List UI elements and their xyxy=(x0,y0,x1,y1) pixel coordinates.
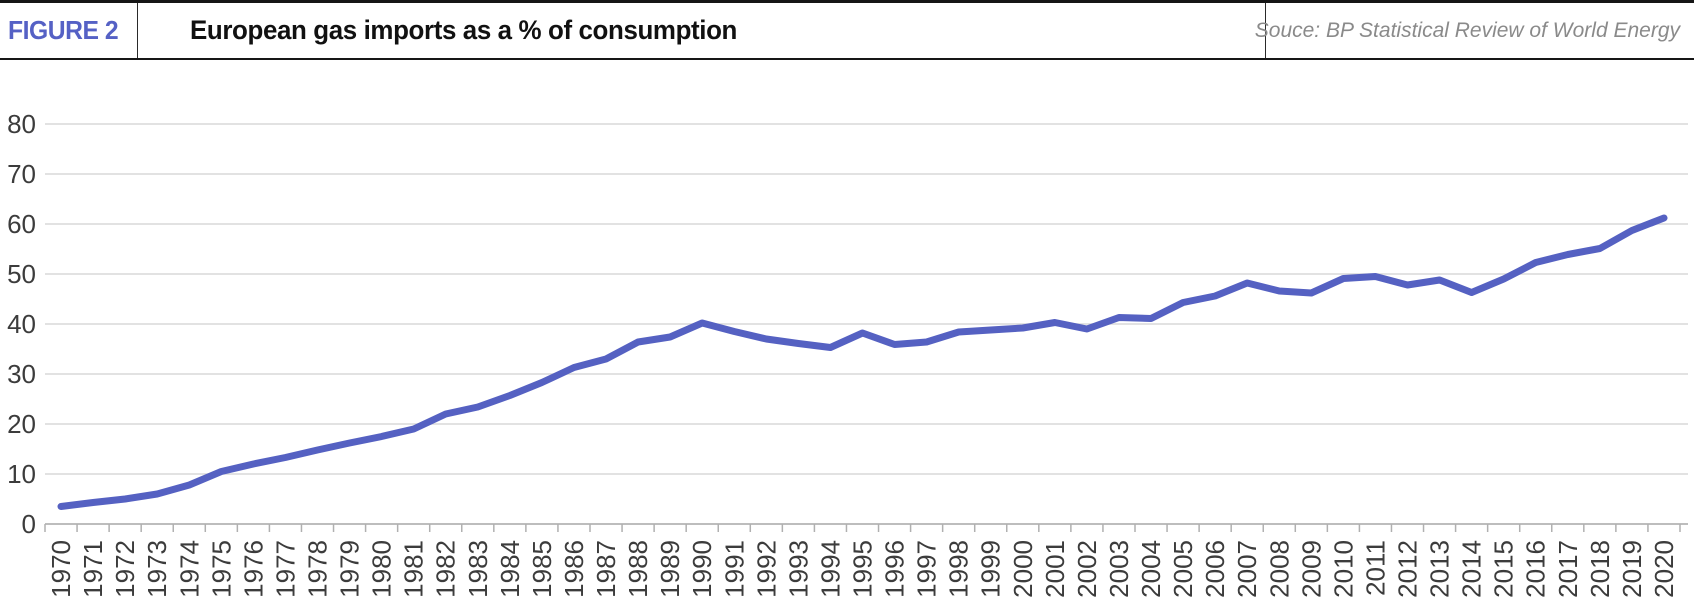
svg-text:1984: 1984 xyxy=(495,540,525,598)
svg-text:70: 70 xyxy=(7,159,36,189)
svg-text:1976: 1976 xyxy=(238,540,268,598)
svg-text:1978: 1978 xyxy=(303,540,333,598)
svg-text:2003: 2003 xyxy=(1104,540,1134,598)
svg-text:1992: 1992 xyxy=(751,540,781,598)
svg-text:1975: 1975 xyxy=(206,540,236,598)
svg-text:2013: 2013 xyxy=(1425,540,1455,598)
svg-text:1988: 1988 xyxy=(623,540,653,598)
svg-text:1981: 1981 xyxy=(399,540,429,598)
svg-text:2015: 2015 xyxy=(1489,540,1519,598)
svg-text:1971: 1971 xyxy=(78,540,108,598)
gridlines xyxy=(45,123,1688,475)
svg-text:30: 30 xyxy=(7,359,36,389)
svg-text:1996: 1996 xyxy=(880,540,910,598)
svg-text:1977: 1977 xyxy=(270,540,300,598)
svg-text:2001: 2001 xyxy=(1040,540,1070,598)
svg-text:1985: 1985 xyxy=(527,540,557,598)
svg-text:1995: 1995 xyxy=(848,540,878,598)
svg-text:2000: 2000 xyxy=(1008,540,1038,598)
svg-text:1994: 1994 xyxy=(815,540,845,598)
svg-text:1998: 1998 xyxy=(944,540,974,598)
header-divider-right xyxy=(1265,3,1266,58)
svg-text:2005: 2005 xyxy=(1168,540,1198,598)
svg-text:1972: 1972 xyxy=(110,540,140,598)
svg-text:2018: 2018 xyxy=(1585,540,1615,598)
figure-label: FIGURE 2 xyxy=(8,15,119,45)
figure-title-cell: European gas imports as a % of consumpti… xyxy=(138,3,1265,58)
svg-text:1982: 1982 xyxy=(431,540,461,598)
svg-text:1970: 1970 xyxy=(46,540,76,598)
svg-text:1989: 1989 xyxy=(655,540,685,598)
svg-text:1979: 1979 xyxy=(335,540,365,598)
svg-text:2010: 2010 xyxy=(1328,540,1358,598)
svg-text:1987: 1987 xyxy=(591,540,621,598)
svg-text:60: 60 xyxy=(7,209,36,239)
figure-label-cell: FIGURE 2 xyxy=(0,3,137,58)
svg-text:1980: 1980 xyxy=(367,540,397,598)
svg-text:40: 40 xyxy=(7,309,36,339)
svg-text:2004: 2004 xyxy=(1136,540,1166,598)
figure-source-cell: Souce: BP Statistical Review of World En… xyxy=(1255,3,1694,58)
svg-text:1991: 1991 xyxy=(719,540,749,598)
svg-text:1999: 1999 xyxy=(976,540,1006,598)
svg-text:2008: 2008 xyxy=(1264,540,1294,598)
svg-text:1990: 1990 xyxy=(687,540,717,598)
svg-text:2009: 2009 xyxy=(1296,540,1326,598)
svg-text:2019: 2019 xyxy=(1617,540,1647,598)
svg-text:2002: 2002 xyxy=(1072,540,1102,598)
figure-header: FIGURE 2 European gas imports as a % of … xyxy=(0,0,1694,60)
svg-text:80: 80 xyxy=(7,109,36,139)
svg-text:2007: 2007 xyxy=(1232,540,1262,598)
svg-text:2020: 2020 xyxy=(1649,540,1679,598)
svg-text:2017: 2017 xyxy=(1553,540,1583,598)
svg-text:50: 50 xyxy=(7,259,36,289)
svg-text:1986: 1986 xyxy=(559,540,589,598)
x-axis-ticks xyxy=(44,524,1681,532)
x-axis-labels: 1970 1971 1972 1973 1974 1975 1976 1977 1978 1979… xyxy=(46,540,1679,598)
svg-text:1993: 1993 xyxy=(783,540,813,598)
svg-text:1997: 1997 xyxy=(912,540,942,598)
svg-text:2006: 2006 xyxy=(1200,540,1230,598)
y-axis-labels: 0 10 20 30 40 50 60 70 80 xyxy=(7,109,36,539)
svg-text:10: 10 xyxy=(7,459,36,489)
data-line-gas-imports xyxy=(57,214,1668,510)
svg-text:20: 20 xyxy=(7,409,36,439)
header-divider-left xyxy=(137,3,138,58)
svg-text:2014: 2014 xyxy=(1457,540,1487,598)
svg-text:2016: 2016 xyxy=(1521,540,1551,598)
svg-text:2012: 2012 xyxy=(1393,540,1423,598)
svg-text:2011: 2011 xyxy=(1360,540,1390,596)
svg-text:0: 0 xyxy=(22,509,36,539)
svg-text:1983: 1983 xyxy=(463,540,493,598)
source-note: Souce: BP Statistical Review of World En… xyxy=(1254,18,1680,42)
chart-area: 0 10 20 30 40 50 60 70 80 1970 1971 1972 1973 1974 197… xyxy=(0,60,1694,606)
svg-text:1974: 1974 xyxy=(174,540,204,598)
svg-text:1973: 1973 xyxy=(142,540,172,598)
chart-title: European gas imports as a % of consumpti… xyxy=(190,15,738,45)
